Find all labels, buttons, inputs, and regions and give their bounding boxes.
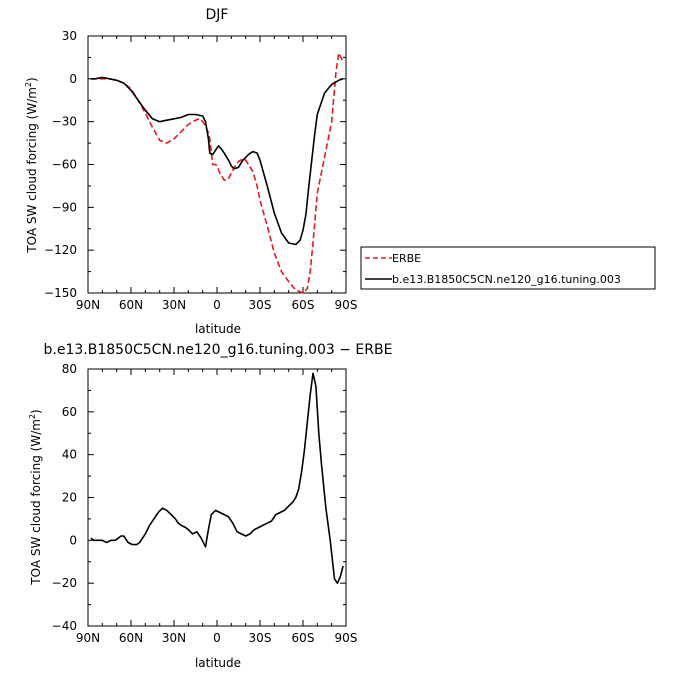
bottom-chart-ticks: 90N 60N 30N 0 30S 60S 90S 80 60 40 20 0 −20 −40 xyxy=(52,362,358,645)
bottom-chart-series-line-difference xyxy=(90,372,344,585)
bottom-chart-lines xyxy=(90,372,344,585)
top-chart-series-line-erbe xyxy=(90,52,344,294)
top-chart-ticks: 90N 60N 30N 0 30S 60S 90S 30 0 −30 −60 −90 −120 −150 xyxy=(44,29,357,312)
top-chart-xlabel: latitude xyxy=(195,322,241,336)
bottom-chart-ytick-label: −40 xyxy=(52,619,77,633)
top-chart-ytick-label: −150 xyxy=(44,286,77,300)
bottom-chart-plot-frame xyxy=(87,368,347,627)
top-chart-xtick-label: 30N xyxy=(162,298,186,312)
bottom-chart-ylabel-sup: 2 xyxy=(28,414,37,419)
bottom-chart-xlabel: latitude xyxy=(195,656,241,670)
bottom-chart-xtick-label: 60S xyxy=(292,631,315,645)
bottom-chart-xtick-label: 0 xyxy=(213,631,221,645)
top-chart-ylabel-sup: 2 xyxy=(24,82,33,87)
top-chart-ytick-label: −30 xyxy=(52,115,77,129)
top-chart-ytick-label: −90 xyxy=(52,200,77,214)
top-chart-xtick-label: 60N xyxy=(119,298,143,312)
bottom-chart-ylabel-end: ) xyxy=(29,409,43,414)
bottom-chart-xtick-label: 90S xyxy=(335,631,358,645)
top-chart-ytick-label: −120 xyxy=(44,243,77,257)
bottom-chart-ylabel-main: TOA SW cloud forcing (W/m xyxy=(29,419,43,586)
bottom-chart-ytick-label: 40 xyxy=(62,448,77,462)
top-chart-xtick-label: 90S xyxy=(335,298,358,312)
top-chart-xtick-label: 30S xyxy=(249,298,272,312)
legend-frame xyxy=(360,246,656,290)
bottom-chart-xtick-label: 60N xyxy=(119,631,143,645)
bottom-chart-ytick-label: 20 xyxy=(62,491,77,505)
top-chart-ytick-label: 0 xyxy=(69,72,77,86)
legend: ERBE b.e13.B1850C5CN.ne120_g16.tuning.00… xyxy=(360,246,656,290)
top-chart-ylabel-end: ) xyxy=(25,77,39,82)
bottom-chart-xtick-label: 30S xyxy=(249,631,272,645)
legend-label-erbe: ERBE xyxy=(392,252,421,265)
legend-label-model: b.e13.B1850C5CN.ne120_g16.tuning.003 xyxy=(392,273,621,286)
bottom-chart-ytick-label: 80 xyxy=(62,362,77,376)
bottom-chart-ylabel: TOA SW cloud forcing (W/m2) xyxy=(28,409,43,585)
top-chart-title: DJF xyxy=(206,7,229,23)
bottom-chart-xtick-label: 90N xyxy=(76,631,100,645)
bottom-chart-ytick-label: −20 xyxy=(52,576,77,590)
bottom-chart-ytick-label: 0 xyxy=(69,533,77,547)
bottom-chart-ytick-label: 60 xyxy=(62,405,77,419)
top-chart-ylabel-main: TOA SW cloud forcing (W/m xyxy=(25,87,39,254)
top-chart-series-line-model xyxy=(90,76,344,246)
top-chart-ylabel: TOA SW cloud forcing (W/m2) xyxy=(24,77,39,253)
bottom-chart-xtick-label: 30N xyxy=(162,631,186,645)
bottom-chart: b.e13.B1850C5CN.ne120_g16.tuning.003 − E… xyxy=(28,342,392,670)
top-chart-xtick-label: 60S xyxy=(292,298,315,312)
top-chart-ytick-label: 30 xyxy=(62,29,77,43)
top-chart-xtick-label: 0 xyxy=(213,298,221,312)
top-chart: DJF TOA SW cloud forcing (W/m2) latitude… xyxy=(24,7,357,336)
top-chart-ytick-label: −60 xyxy=(52,158,77,172)
top-chart-lines xyxy=(90,52,344,294)
bottom-chart-title: b.e13.B1850C5CN.ne120_g16.tuning.003 − E… xyxy=(44,342,393,358)
top-chart-plot-frame xyxy=(87,35,347,294)
top-chart-xtick-label: 90N xyxy=(76,298,100,312)
